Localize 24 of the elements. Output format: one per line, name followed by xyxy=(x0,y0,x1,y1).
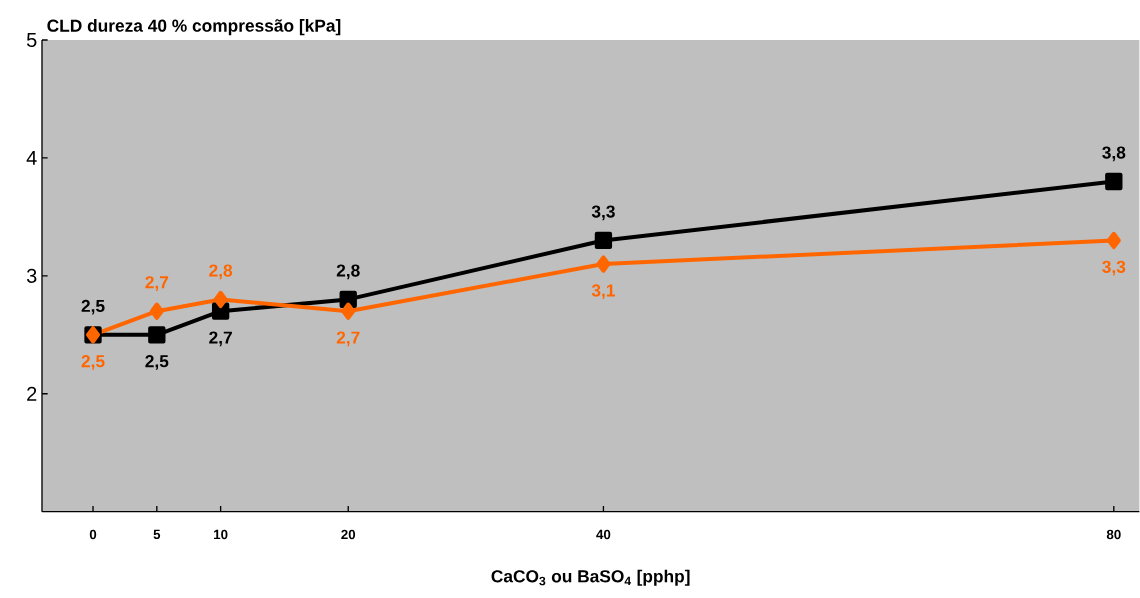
x-tick-label: 80 xyxy=(1106,529,1121,540)
y-tick-label: 5 xyxy=(26,33,37,48)
data-label: 2,5 xyxy=(81,299,105,315)
data-label: 2,5 xyxy=(81,355,105,370)
x-tick-label: 5 xyxy=(153,529,161,540)
x-tick-label: 20 xyxy=(341,529,356,540)
x-tick-label: 40 xyxy=(596,529,611,540)
data-label: 2,7 xyxy=(209,331,232,347)
data-label: 3,3 xyxy=(591,205,615,221)
data-label: 2,7 xyxy=(145,276,169,292)
data-label: 3,3 xyxy=(1102,260,1126,276)
data-label: 2,8 xyxy=(336,264,360,280)
x-axis-title: CaCO$_{3}$ ou BaSO$_{4}$ [pphp] xyxy=(491,569,690,587)
x-tick-label: 10 xyxy=(214,529,228,540)
data-label: 3,8 xyxy=(1102,146,1126,162)
chart-title: CLD dureza 40 % compressão [kPa] xyxy=(47,19,341,36)
y-tick-label: 4 xyxy=(26,151,37,165)
data-label: 2,8 xyxy=(209,264,233,280)
y-tick-label: 2 xyxy=(27,386,37,401)
data-label: 3,1 xyxy=(591,284,615,300)
y-tick-label: 3 xyxy=(26,268,37,284)
x-tick-label: 0 xyxy=(89,529,97,540)
data-label: 2,5 xyxy=(145,355,169,370)
data-label: 2,7 xyxy=(336,331,360,347)
